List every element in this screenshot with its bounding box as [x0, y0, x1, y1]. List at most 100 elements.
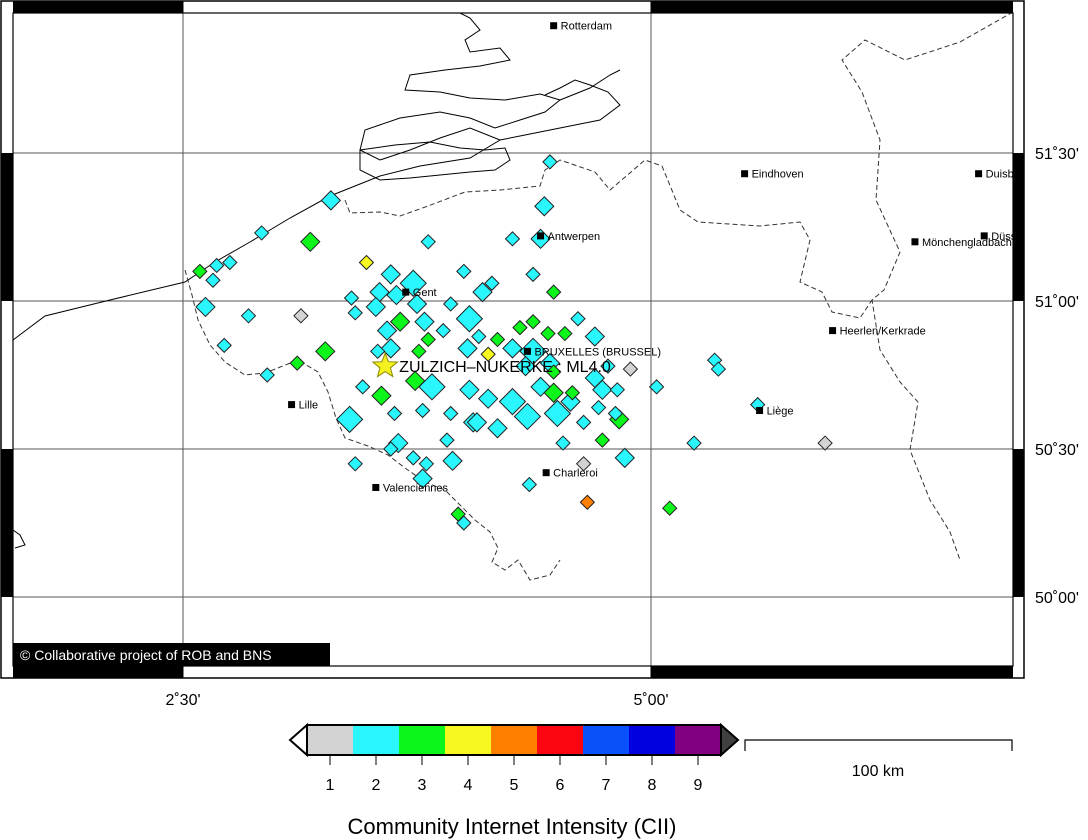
city-marker [829, 327, 837, 335]
intensity-report-marker [472, 281, 493, 303]
frame-band [1, 449, 13, 597]
city-marker [372, 483, 380, 491]
intensity-report-marker [575, 456, 592, 472]
city-label: Düsseldorf [991, 231, 1045, 243]
colorbar-swatch [583, 725, 629, 755]
inner-frame [12, 12, 1014, 667]
frame-band [1, 153, 13, 301]
coastline [13, 13, 621, 549]
intensity-report-marker [521, 476, 538, 493]
city-marker [975, 170, 983, 178]
latitude-label: 50˚00' [1035, 590, 1079, 607]
intensity-report-marker [383, 441, 399, 457]
colorbar-swatch [537, 725, 583, 755]
city-marker [911, 238, 919, 246]
city-marker [523, 347, 531, 355]
intensity-report-marker [208, 257, 225, 274]
intensity-report-marker [442, 405, 459, 422]
city-marker [741, 170, 749, 178]
intensity-report-marker [240, 308, 257, 324]
intensity-report-marker [380, 338, 401, 359]
city-label: Liège [767, 406, 794, 418]
intensity-report-marker [466, 412, 488, 433]
colorbar-tick-label: 7 [602, 777, 611, 794]
epicenter-label: ZULZICH–NUKERKE : ML4.0 [399, 359, 611, 376]
city-marker [980, 232, 988, 240]
city-marker [756, 407, 764, 415]
colorbar-above-triangle [720, 722, 740, 758]
intensity-report-marker [406, 293, 428, 315]
intensity-report-marker [648, 379, 665, 395]
scale-bar-line [744, 739, 1013, 751]
intensity-report-marker [355, 379, 371, 395]
colorbar-tick-label: 9 [694, 777, 703, 794]
colorbar-swatch [629, 725, 675, 755]
graticule [13, 13, 1013, 666]
colorbar-tick-label: 1 [326, 777, 335, 794]
city-label: Antwerpen [548, 231, 601, 243]
intensity-report-marker [525, 266, 541, 283]
intensity-report-marker [614, 447, 635, 469]
colorbar-tick-label: 5 [510, 777, 519, 794]
intensity-report-marker [590, 399, 607, 416]
intensity-report-marker [471, 328, 487, 345]
frame-band [651, 666, 1013, 678]
intensity-report-marker [459, 379, 480, 401]
intensity-report-marker [584, 326, 606, 347]
intensity-report-marker [435, 322, 451, 339]
intensity-report-marker [609, 382, 626, 398]
intensity-report-marker [347, 305, 363, 321]
colorbar-swatch [491, 725, 537, 755]
intensity-report-marker [439, 432, 455, 448]
latitude-label: 51˚00' [1035, 294, 1079, 311]
colorbar-swatch [353, 725, 399, 755]
colorbar-tick-label: 3 [418, 777, 427, 794]
colorbar-tick-label: 8 [648, 777, 657, 794]
intensity-report-marker [195, 296, 216, 318]
intensity-report-marker [358, 254, 375, 271]
epicenter: ZULZICH–NUKERKE : ML4.0 [371, 351, 611, 378]
intensity-report-marker [300, 231, 321, 253]
intensity-report-marker [420, 331, 436, 348]
intensity-report-marker [662, 500, 678, 516]
intensity-report-marker [480, 346, 496, 362]
intensity-report-marker [600, 358, 616, 374]
intensity-report-marker [386, 405, 403, 422]
intensity-report-marker [594, 432, 611, 448]
longitude-label: 5˚00' [633, 692, 668, 709]
intensity-report-marker [315, 341, 336, 362]
colorbar-tick-label: 4 [464, 777, 473, 794]
intensity-report-marker [404, 370, 426, 392]
intensity-report-marker [502, 338, 523, 359]
intensity-report-marker [222, 254, 238, 271]
map-content: Rotterdam Eindhoven Antwerpen Gent BRUXELLES… [13, 13, 1045, 666]
intensity-report-marker [205, 272, 221, 288]
intensity-report-marker [420, 234, 436, 250]
city-marker [537, 232, 545, 240]
city-marker [288, 401, 296, 409]
colorbar-tick-label: 6 [556, 777, 565, 794]
intensity-report-marker [347, 456, 363, 472]
colorbar-swatch [307, 725, 353, 755]
intensity-report-marker [414, 311, 435, 332]
intensity-report-marker [253, 225, 270, 241]
frame-band [13, 666, 183, 678]
intensity-report-marker [504, 231, 521, 247]
intensity-report-marker [335, 405, 364, 434]
intensity-report-marker [216, 337, 232, 354]
colorbar-swatch [675, 725, 721, 755]
credit-box [13, 643, 330, 666]
intensity-report-marker [525, 314, 541, 330]
intensity-report-marker [489, 331, 506, 348]
map-frame [0, 0, 1025, 679]
intensity-report-marker [320, 190, 342, 211]
intensity-report-marker [456, 263, 472, 280]
colorbar-outline [306, 724, 722, 756]
intensity-report-marker [686, 435, 702, 451]
city-label: Rotterdam [561, 21, 612, 33]
city-marker [550, 22, 558, 30]
intensity-report-marker [817, 435, 833, 451]
intensity-report-marker [543, 399, 572, 428]
colorbar-swatch [445, 725, 491, 755]
